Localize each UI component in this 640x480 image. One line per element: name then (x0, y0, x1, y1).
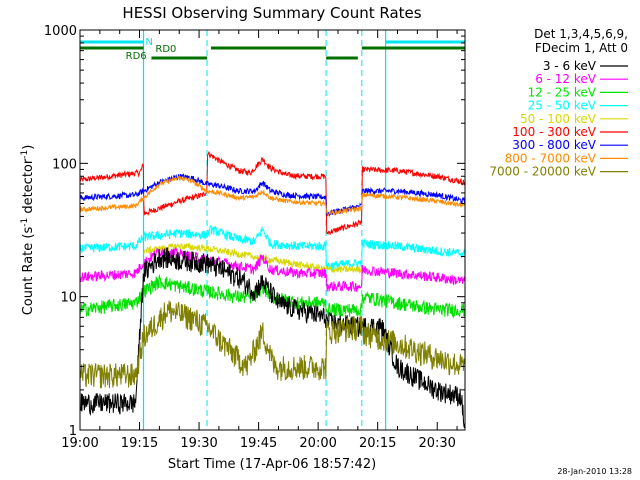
y-tick-label: 1 (69, 424, 77, 439)
legend-entry-label: 3 - 6 keV (543, 59, 597, 73)
series-layer (80, 151, 465, 429)
legend-header-1: Det 1,3,4,5,6,9, (534, 27, 628, 41)
chart-title: HESSI Observing Summary Count Rates (122, 4, 421, 22)
y-label-sup2: -1 (20, 150, 30, 159)
x-axis-label: Start Time (17-Apr-06 18:57:42) (168, 457, 376, 472)
y-label-sup1: -1 (20, 218, 30, 227)
x-tick-label: 19:00 (61, 436, 98, 451)
series-line (80, 175, 465, 217)
series-line (80, 151, 465, 235)
series-line (80, 224, 465, 271)
x-tick-label: 20:15 (359, 436, 396, 451)
legend-entry-label: 50 - 100 keV (520, 112, 597, 126)
x-tick-label: 20:00 (299, 436, 336, 451)
legend-entry-label: 100 - 300 keV (512, 125, 596, 139)
legend-entry-label: 25 - 50 keV (528, 99, 597, 113)
y-tick-label: 100 (52, 157, 77, 172)
x-tick-label: 20:30 (418, 436, 455, 451)
y-label-part2: detector (21, 158, 36, 218)
y-tick-label: 10 (60, 291, 77, 306)
legend-entry-label: 800 - 7000 keV (505, 151, 597, 165)
legend-header-2: FDecim 1, Att 0 (535, 41, 628, 55)
plot-frame (79, 29, 466, 431)
series-line (80, 246, 465, 293)
series-line (80, 247, 465, 429)
x-tick-label: 19:45 (240, 436, 277, 451)
x-tick-label: 19:30 (180, 436, 217, 451)
legend-entry-label: 300 - 800 keV (512, 138, 596, 152)
legend-entry-label: 6 - 12 keV (535, 72, 597, 86)
axes: 1 10 100 1000 19:00 19:15 19:30 19:45 20:00 20:15… (44, 24, 465, 451)
rd6-label: RD6 (126, 51, 147, 62)
legend-entry-label: 12 - 25 keV (528, 85, 597, 99)
y-label-part3: ) (21, 145, 36, 150)
legend: Det 1,3,4,5,6,9, FDecim 1, Att 0 3 - 6 k… (489, 27, 628, 179)
series-line (80, 300, 465, 389)
night-label: N (146, 37, 153, 48)
x-tick-label: 19:15 (121, 436, 158, 451)
y-tick-label: 1000 (44, 24, 77, 39)
legend-entry-label: 7000 - 20000 keV (489, 165, 596, 179)
y-label-part1: Count Rate (s (21, 227, 36, 316)
series-line (80, 173, 465, 218)
footer-timestamp: 28-Jan-2010 13:28 (557, 467, 632, 476)
y-axis-label: Count Rate (s-1 detector-1) (20, 145, 36, 316)
rd0-label: RD0 (155, 44, 176, 55)
